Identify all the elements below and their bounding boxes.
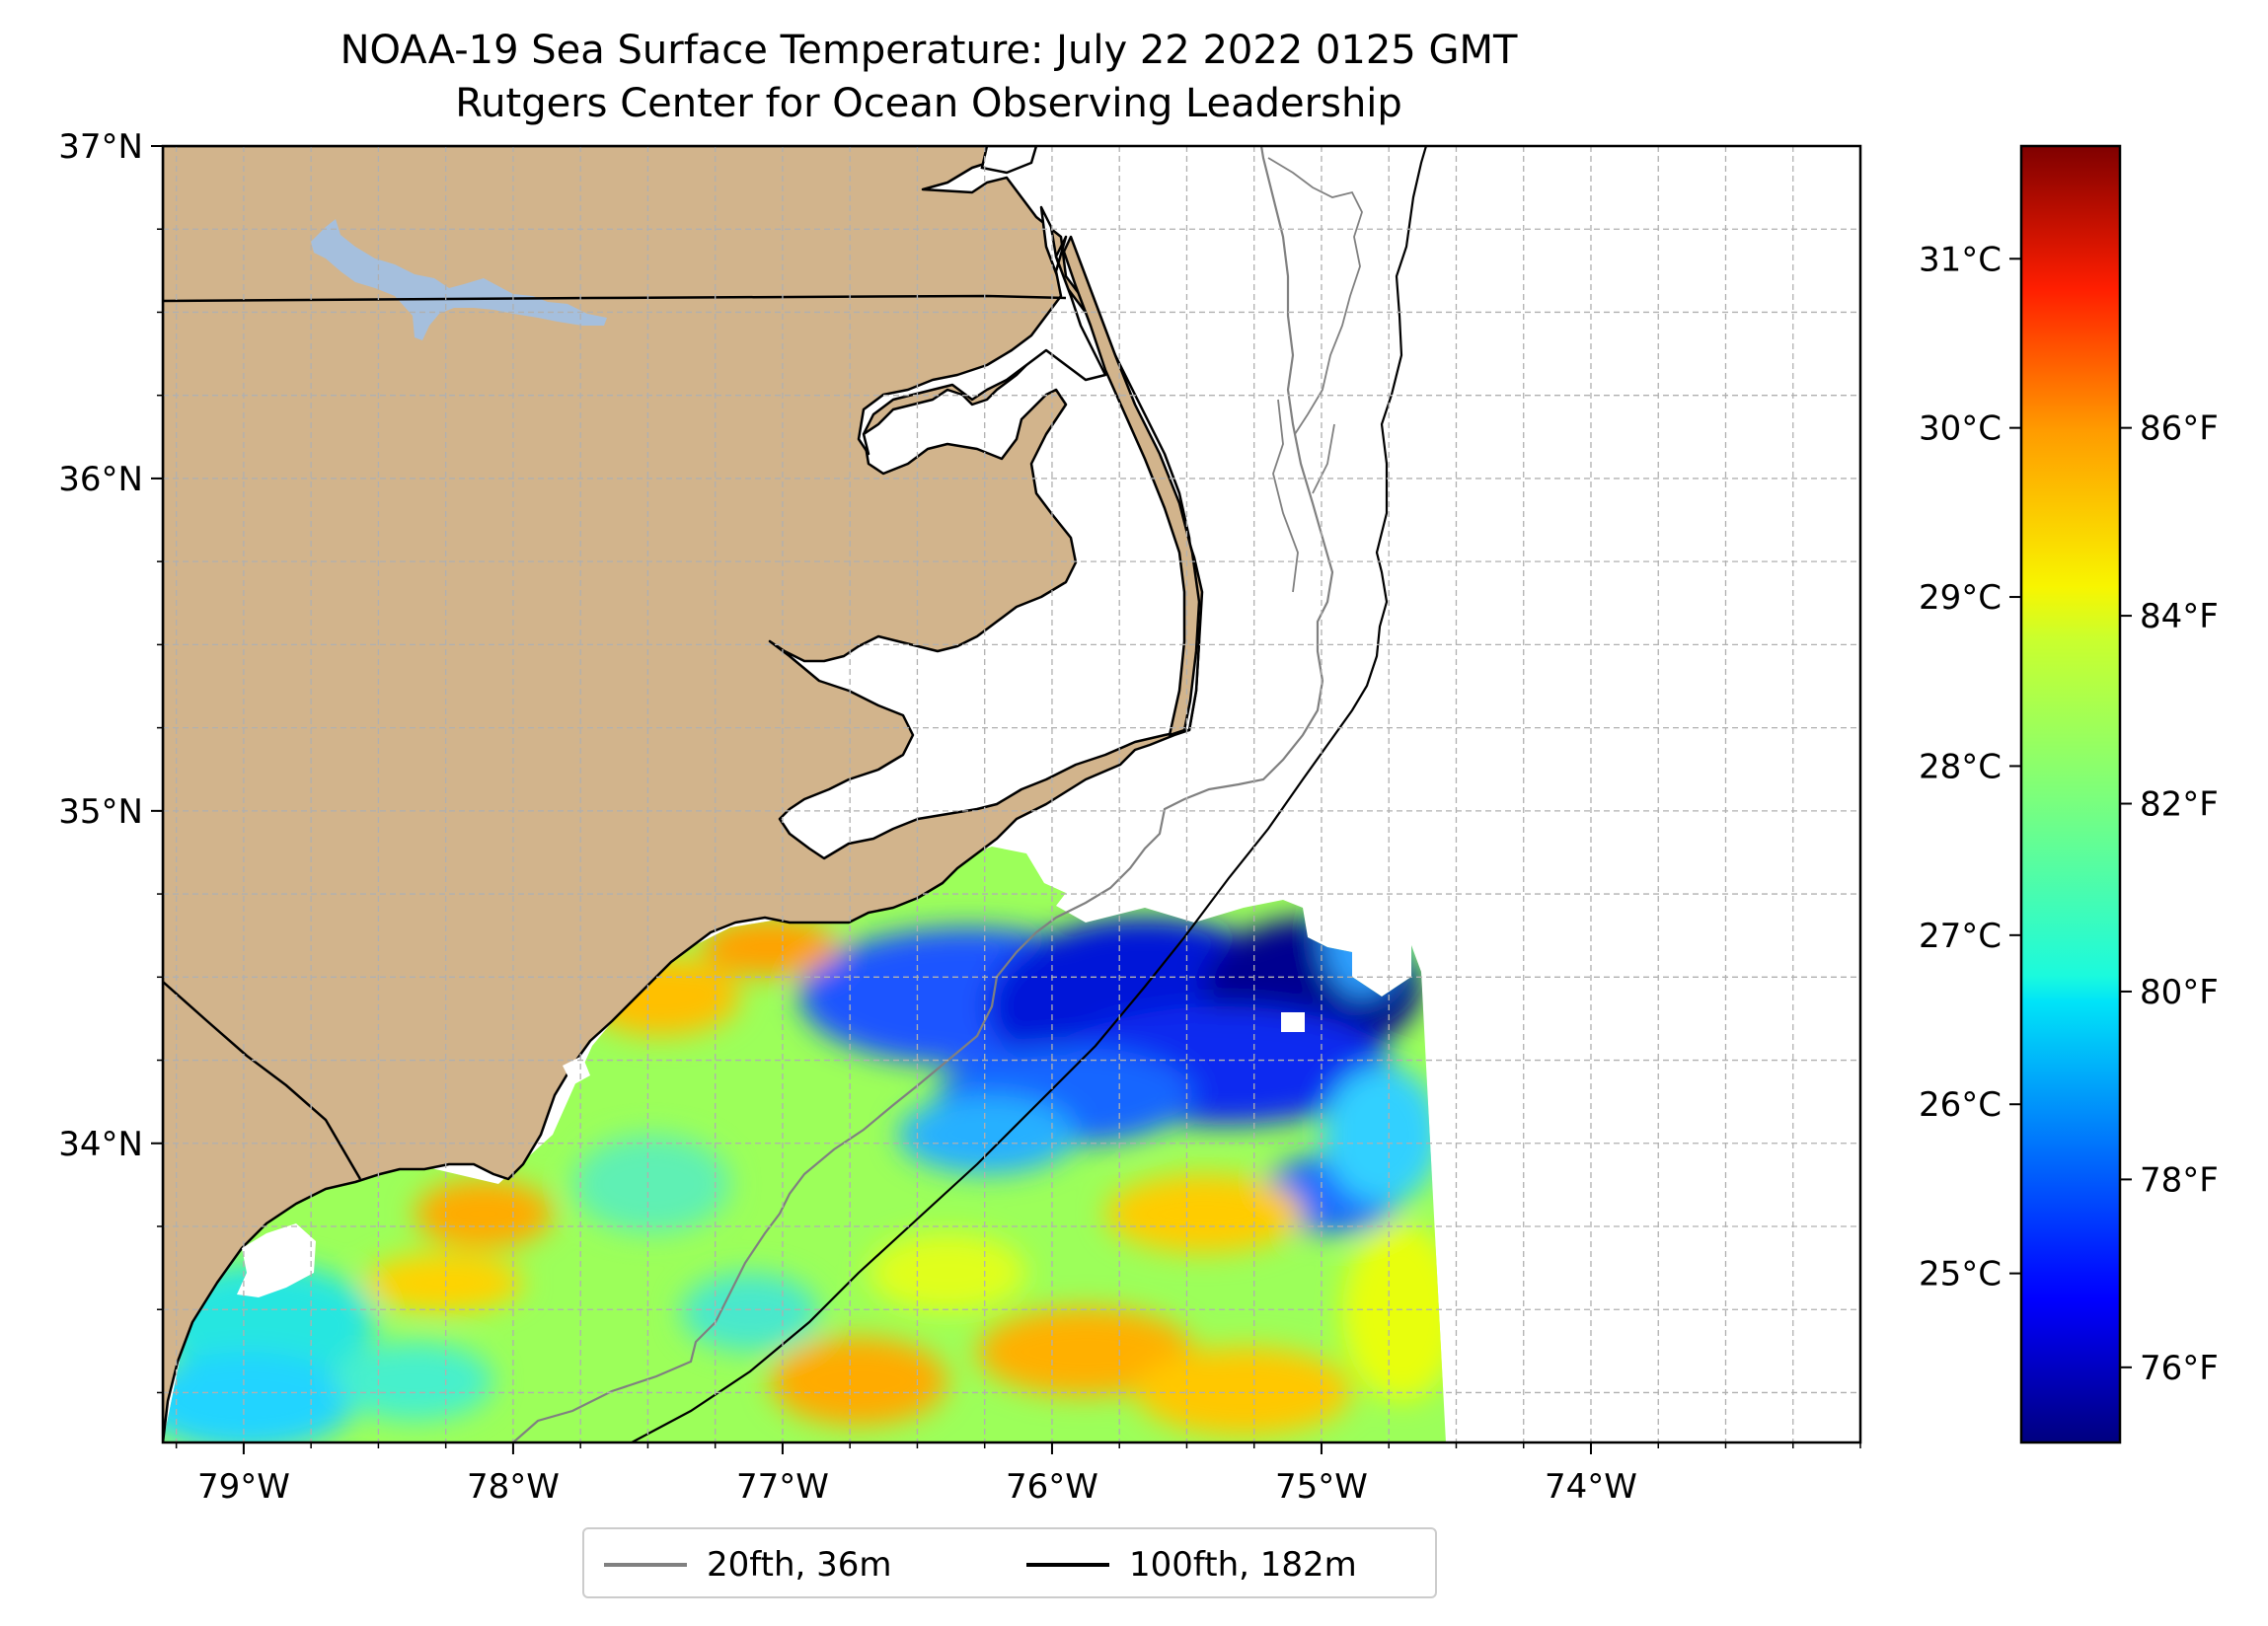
cbar-label-c: 29°C xyxy=(1919,578,2002,618)
isobath-20fth xyxy=(512,146,1334,1442)
map-subtitle: Rutgers Center for Ocean Observing Leade… xyxy=(455,81,1402,126)
va-nc-border xyxy=(163,294,1067,303)
cbar-label-f: 78°F xyxy=(2140,1160,2219,1200)
nc-sc-border xyxy=(163,981,362,1180)
sst-swath xyxy=(163,847,1446,1442)
back-bay xyxy=(980,146,1038,175)
isobath-100fth xyxy=(631,146,1428,1442)
land-mass xyxy=(163,146,1204,1442)
lat-tick-label: 36°N xyxy=(58,460,143,499)
cbar-label-c: 28°C xyxy=(1919,747,2002,786)
cbar-label-c: 30°C xyxy=(1919,409,2002,449)
lon-tick-label: 78°W xyxy=(467,1467,560,1507)
cbar-label-c: 27°C xyxy=(1919,917,2002,956)
cbar-label-c: 31°C xyxy=(1919,240,2002,279)
kerr-lake xyxy=(311,219,607,340)
swath-gap xyxy=(1281,1012,1305,1032)
legend-item-20fth: 20fth, 36m xyxy=(604,1545,892,1585)
cbar-label-f: 80°F xyxy=(2140,973,2219,1012)
lat-tick-label: 34°N xyxy=(58,1125,143,1164)
lon-tick-label: 74°W xyxy=(1545,1467,1637,1507)
lat-tick-label: 35°N xyxy=(58,792,143,832)
lon-tick-label: 77°W xyxy=(736,1467,829,1507)
cbar-label-f: 82°F xyxy=(2140,785,2219,825)
legend-label-100fth: 100fth, 182m xyxy=(1129,1545,1357,1585)
lat-tick-label: 37°N xyxy=(58,127,143,167)
lon-tick-label: 79°W xyxy=(197,1467,290,1507)
lon-tick-label: 75°W xyxy=(1275,1467,1368,1507)
legend-swatch-20fth xyxy=(604,1563,687,1567)
map-title: NOAA-19 Sea Surface Temperature: July 22… xyxy=(340,28,1518,73)
nearshore-gap xyxy=(237,1223,316,1297)
isobath-legend: 20fth, 36m 100fth, 182m xyxy=(582,1527,1437,1598)
cbar-label-c: 26°C xyxy=(1919,1085,2002,1125)
lon-tick-label: 76°W xyxy=(1006,1467,1098,1507)
legend-label-20fth: 20fth, 36m xyxy=(707,1545,892,1585)
cbar-label-f: 76°F xyxy=(2140,1349,2219,1388)
map-frame xyxy=(161,144,1862,1444)
outer-banks xyxy=(1062,235,1201,737)
cbar-label-f: 84°F xyxy=(2140,597,2219,636)
albemarle-sound xyxy=(857,235,1107,456)
nearshore-gap-2 xyxy=(563,1056,590,1085)
colorbar xyxy=(2019,144,2122,1444)
cbar-label-f: 86°F xyxy=(2140,409,2219,449)
legend-item-100fth: 100fth, 182m xyxy=(1026,1545,1357,1585)
isobath-20fth-detail xyxy=(1267,157,1363,593)
legend-swatch-100fth xyxy=(1026,1563,1109,1567)
cbar-label-c: 25°C xyxy=(1919,1255,2002,1294)
